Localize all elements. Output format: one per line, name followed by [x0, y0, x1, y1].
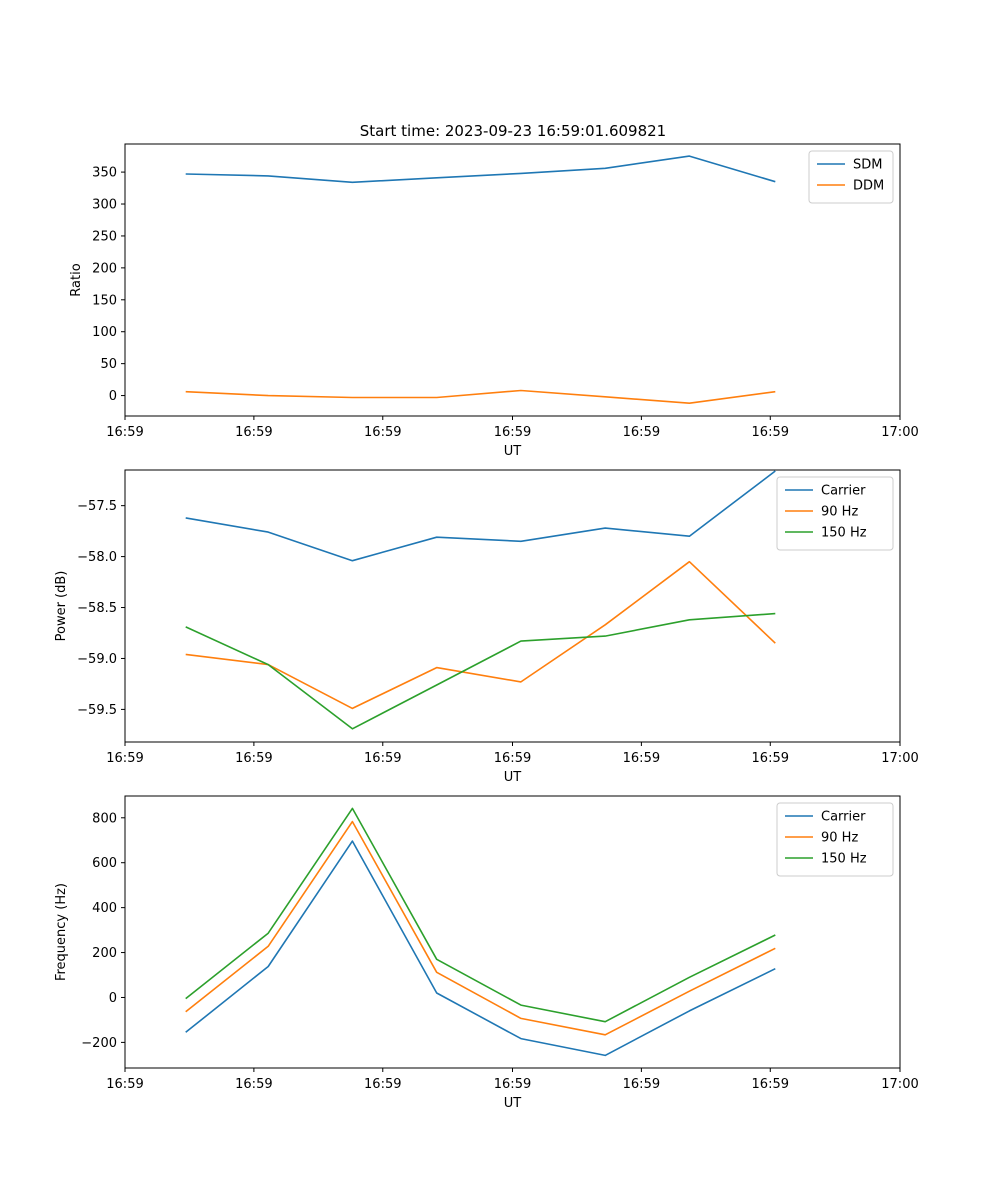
x-tick-label: 16:59 [623, 751, 660, 766]
chart-panel-1: 0 50 100 150 200 250 300 350 16:59 16:59 16:59 16:5… [69, 143, 919, 459]
legend-label: 90 Hz [821, 505, 858, 520]
series-line-150-hz [185, 612, 776, 730]
y-tick-label: −57.5 [77, 499, 117, 514]
legend-label: DDM [853, 179, 884, 194]
y-axis-label: Frequency (Hz) [54, 883, 69, 981]
y-tick-label: 300 [92, 198, 117, 213]
x-tick-label: 16:59 [106, 751, 143, 766]
x-tick-label: 16:59 [364, 1077, 401, 1092]
plots-container: 0 50 100 150 200 250 300 350 16:59 16:59 16:59 16:5… [54, 143, 919, 1111]
y-tick-label: 0 [109, 991, 117, 1006]
series-line-carrier [185, 470, 776, 562]
y-tick-label: −58.5 [77, 601, 117, 616]
x-tick-label: 17:00 [881, 1077, 918, 1092]
x-tick-label: 16:59 [623, 425, 660, 440]
x-tick-label: 16:59 [235, 425, 272, 440]
y-tick-label: 350 [92, 166, 117, 181]
y-tick-label: −59.0 [77, 652, 117, 667]
series-line-90-hz [185, 560, 776, 710]
legend: Carrier 90 Hz 150 Hz [776, 476, 894, 551]
y-tick-label: 800 [92, 811, 117, 826]
x-axis-label: UT [504, 444, 522, 459]
legend-label: SDM [853, 158, 882, 173]
legend-label: Carrier [821, 810, 866, 825]
y-tick-label: 200 [92, 261, 117, 276]
legend: SDM DDM [808, 150, 894, 204]
y-tick-label: 200 [92, 946, 117, 961]
x-tick-label: 16:59 [752, 1077, 789, 1092]
y-tick-label: 0 [109, 389, 117, 404]
legend: Carrier 90 Hz 150 Hz [776, 802, 894, 877]
x-tick-label: 16:59 [235, 1077, 272, 1092]
series-line-sdm [185, 155, 776, 184]
x-tick-label: 16:59 [106, 425, 143, 440]
x-tick-label: 16:59 [364, 751, 401, 766]
x-tick-label: 16:59 [235, 751, 272, 766]
y-tick-label: 50 [100, 357, 117, 372]
y-tick-label: −59.5 [77, 703, 117, 718]
series-line-90-hz [185, 820, 776, 1036]
x-tick-label: 16:59 [752, 751, 789, 766]
legend-label: 150 Hz [821, 852, 867, 867]
x-tick-label: 16:59 [494, 425, 531, 440]
series-line-carrier [185, 840, 776, 1057]
legend-label: Carrier [821, 484, 866, 499]
y-tick-label: 250 [92, 229, 117, 244]
figure-title: Start time: 2023-09-23 16:59:01.609821 [360, 122, 666, 140]
x-axis-label: UT [504, 770, 522, 785]
y-tick-label: 400 [92, 901, 117, 916]
y-tick-label: −200 [81, 1036, 117, 1051]
series-line-ddm [185, 389, 776, 405]
y-axis-label: Power (dB) [54, 571, 69, 642]
x-tick-label: 16:59 [364, 425, 401, 440]
x-tick-label: 16:59 [752, 425, 789, 440]
x-tick-label: 16:59 [106, 1077, 143, 1092]
legend-label: 150 Hz [821, 526, 867, 541]
y-tick-label: −58.0 [77, 550, 117, 565]
x-tick-label: 16:59 [494, 1077, 531, 1092]
x-tick-label: 16:59 [623, 1077, 660, 1092]
chart-panel-3: −200 0 200 400 600 800 16:59 16:59 16:59 16:59 16:… [54, 795, 919, 1111]
legend-label: 90 Hz [821, 831, 858, 846]
y-tick-label: 100 [92, 325, 117, 340]
y-tick-label: 150 [92, 293, 117, 308]
series-line-150-hz [185, 807, 776, 1023]
x-tick-label: 16:59 [494, 751, 531, 766]
chart-panel-2: −59.5 −59.0 −58.5 −58.0 −57.5 16:59 16:59 16:59… [54, 469, 919, 785]
x-tick-label: 17:00 [881, 425, 918, 440]
x-axis-label: UT [504, 1096, 522, 1111]
y-tick-label: 600 [92, 856, 117, 871]
x-tick-label: 17:00 [881, 751, 918, 766]
y-axis-label: Ratio [69, 263, 84, 296]
axes-frame [124, 143, 901, 417]
